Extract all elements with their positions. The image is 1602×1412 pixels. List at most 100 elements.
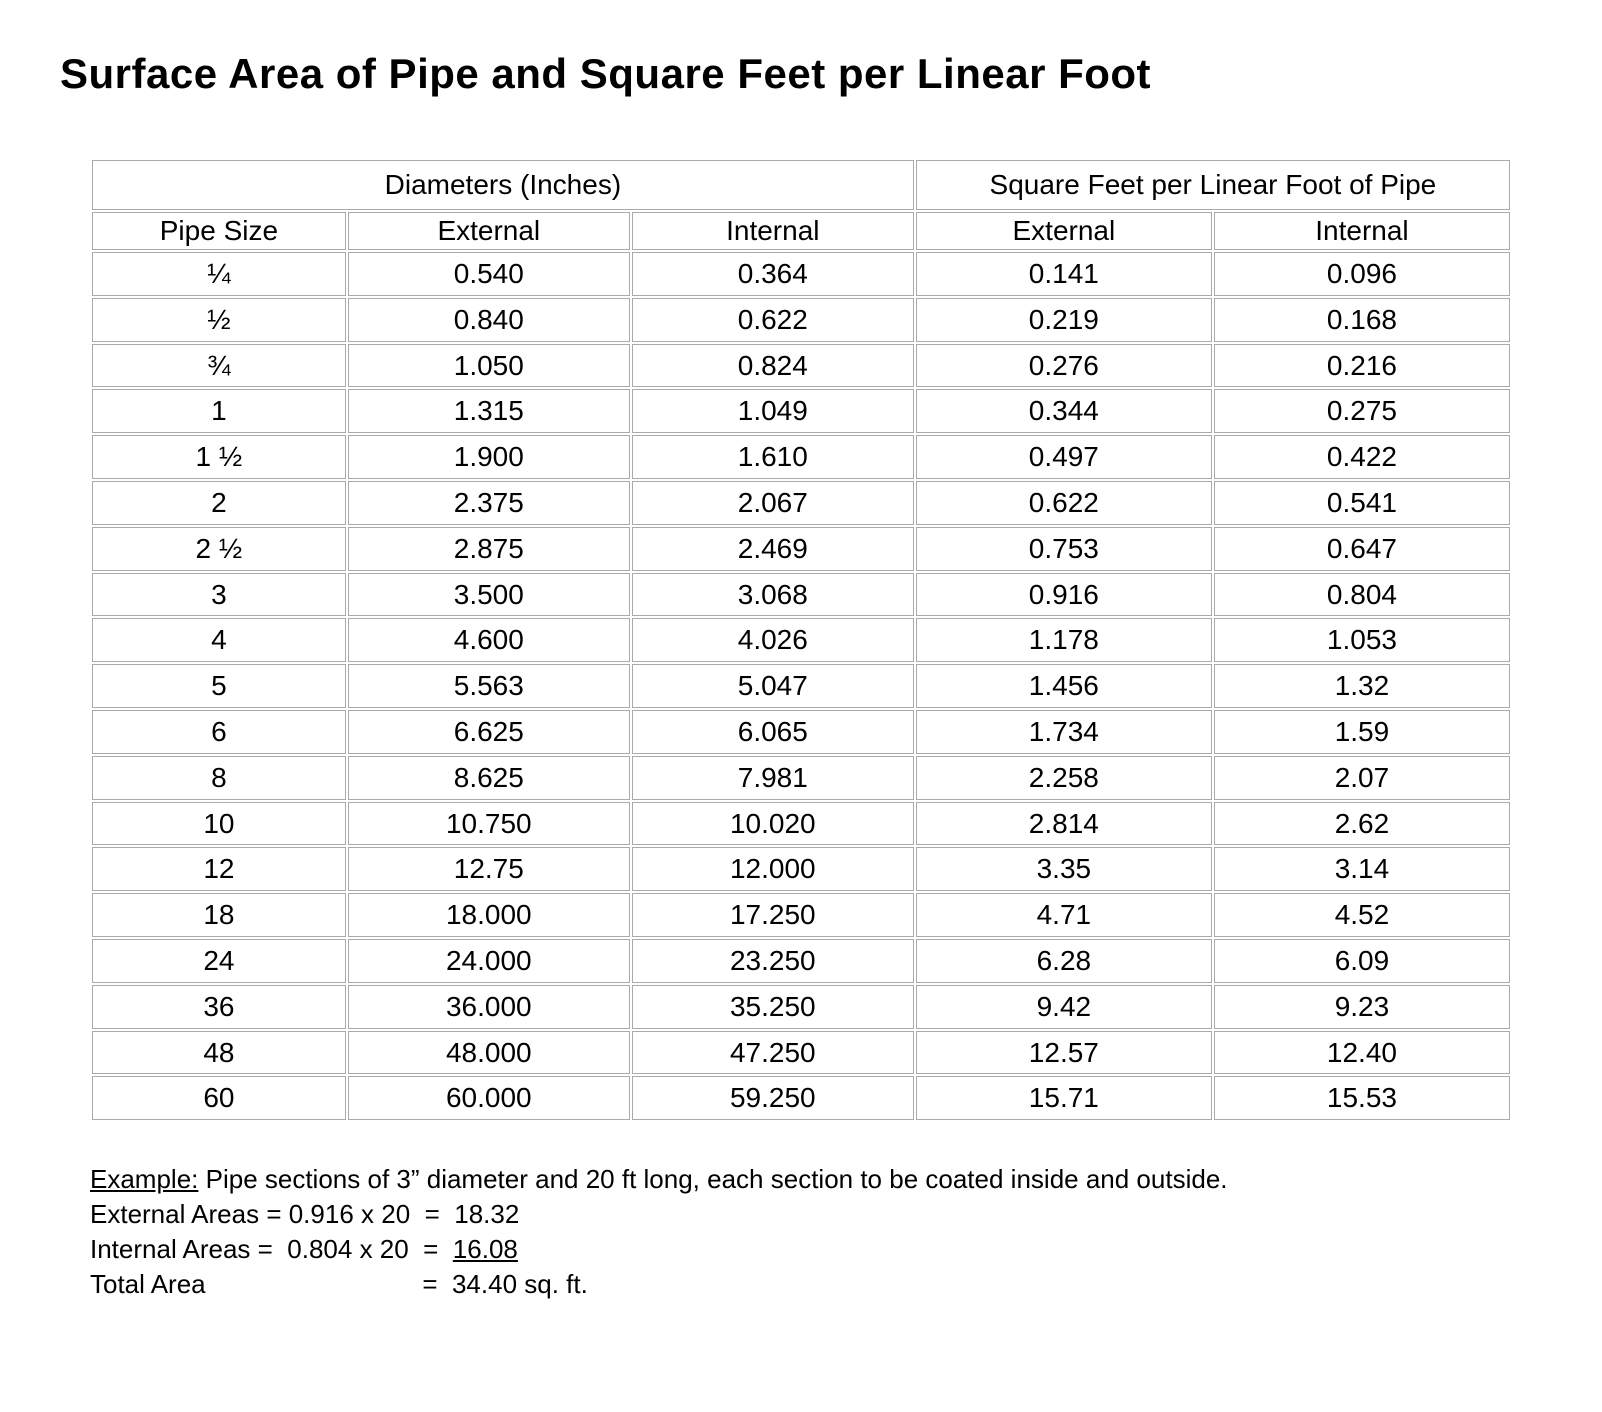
cell-d_int: 1.610 <box>632 435 914 479</box>
cell-d_int: 59.250 <box>632 1076 914 1120</box>
table-row: 1 ½1.9001.6100.4970.422 <box>92 435 1510 479</box>
cell-d_ext: 4.600 <box>348 618 630 662</box>
cell-d_int: 3.068 <box>632 573 914 617</box>
table-row: 3636.00035.2509.429.23 <box>92 985 1510 1029</box>
cell-s_int: 0.541 <box>1214 481 1510 525</box>
cell-pipe_size: 10 <box>92 802 346 846</box>
cell-d_int: 47.250 <box>632 1031 914 1075</box>
cell-pipe_size: 6 <box>92 710 346 754</box>
cell-s_ext: 2.814 <box>916 802 1212 846</box>
cell-d_int: 1.049 <box>632 389 914 433</box>
cell-s_int: 1.32 <box>1214 664 1510 708</box>
table-row: 55.5635.0471.4561.32 <box>92 664 1510 708</box>
cell-pipe_size: 36 <box>92 985 346 1029</box>
cell-s_int: 0.647 <box>1214 527 1510 571</box>
cell-s_ext: 0.622 <box>916 481 1212 525</box>
col-header-sqft-external: External <box>916 212 1212 250</box>
cell-d_ext: 0.540 <box>348 252 630 296</box>
table-row: 2 ½2.8752.4690.7530.647 <box>92 527 1510 571</box>
table-row: ¼0.5400.3640.1410.096 <box>92 252 1510 296</box>
cell-s_ext: 2.258 <box>916 756 1212 800</box>
example-label: Example: <box>90 1164 198 1194</box>
cell-s_ext: 15.71 <box>916 1076 1212 1120</box>
example-calc-right: 34.40 sq. ft. <box>452 1267 588 1302</box>
cell-s_ext: 4.71 <box>916 893 1212 937</box>
cell-d_ext: 36.000 <box>348 985 630 1029</box>
cell-s_ext: 1.734 <box>916 710 1212 754</box>
cell-s_ext: 1.178 <box>916 618 1212 662</box>
cell-d_ext: 1.900 <box>348 435 630 479</box>
cell-s_ext: 9.42 <box>916 985 1212 1029</box>
table-row: 33.5003.0680.9160.804 <box>92 573 1510 617</box>
cell-d_ext: 18.000 <box>348 893 630 937</box>
cell-s_ext: 12.57 <box>916 1031 1212 1075</box>
table-row: 66.6256.0651.7341.59 <box>92 710 1510 754</box>
example-intro-line: Example: Pipe sections of 3” diameter an… <box>90 1162 1512 1197</box>
cell-s_int: 0.168 <box>1214 298 1510 342</box>
cell-s_int: 0.275 <box>1214 389 1510 433</box>
cell-d_ext: 12.75 <box>348 847 630 891</box>
cell-s_int: 3.14 <box>1214 847 1510 891</box>
cell-s_ext: 0.276 <box>916 344 1212 388</box>
cell-s_int: 0.804 <box>1214 573 1510 617</box>
table-row: 22.3752.0670.6220.541 <box>92 481 1510 525</box>
cell-d_ext: 0.840 <box>348 298 630 342</box>
cell-pipe_size: 2 <box>92 481 346 525</box>
cell-d_ext: 24.000 <box>348 939 630 983</box>
cell-pipe_size: 48 <box>92 1031 346 1075</box>
cell-s_int: 9.23 <box>1214 985 1510 1029</box>
cell-d_ext: 5.563 <box>348 664 630 708</box>
group-header-sqft: Square Feet per Linear Foot of Pipe <box>916 160 1510 210</box>
example-calc-left: Total Area = <box>90 1267 452 1302</box>
page-title: Surface Area of Pipe and Square Feet per… <box>60 50 1542 98</box>
cell-d_ext: 10.750 <box>348 802 630 846</box>
table-row: 1212.7512.0003.353.14 <box>92 847 1510 891</box>
col-header-pipe-size: Pipe Size <box>92 212 346 250</box>
col-header-sqft-internal: Internal <box>1214 212 1510 250</box>
cell-s_ext: 0.753 <box>916 527 1212 571</box>
cell-s_ext: 0.497 <box>916 435 1212 479</box>
cell-d_ext: 1.050 <box>348 344 630 388</box>
cell-pipe_size: 18 <box>92 893 346 937</box>
cell-s_int: 1.053 <box>1214 618 1510 662</box>
table-group-header-row: Diameters (Inches) Square Feet per Linea… <box>92 160 1510 210</box>
cell-pipe_size: 3 <box>92 573 346 617</box>
cell-s_int: 0.096 <box>1214 252 1510 296</box>
cell-s_int: 2.07 <box>1214 756 1510 800</box>
cell-d_int: 6.065 <box>632 710 914 754</box>
example-calc-left: External Areas = 0.916 x 20 = <box>90 1197 454 1232</box>
cell-d_int: 10.020 <box>632 802 914 846</box>
cell-d_ext: 60.000 <box>348 1076 630 1120</box>
cell-d_ext: 2.875 <box>348 527 630 571</box>
cell-d_ext: 1.315 <box>348 389 630 433</box>
cell-pipe_size: 8 <box>92 756 346 800</box>
cell-d_int: 5.047 <box>632 664 914 708</box>
cell-s_int: 0.216 <box>1214 344 1510 388</box>
cell-s_int: 1.59 <box>1214 710 1510 754</box>
group-header-diameters: Diameters (Inches) <box>92 160 914 210</box>
cell-pipe_size: ¾ <box>92 344 346 388</box>
cell-s_int: 4.52 <box>1214 893 1510 937</box>
table-row: 1818.00017.2504.714.52 <box>92 893 1510 937</box>
cell-d_int: 0.824 <box>632 344 914 388</box>
cell-d_ext: 2.375 <box>348 481 630 525</box>
cell-s_ext: 6.28 <box>916 939 1212 983</box>
col-header-diam-external: External <box>348 212 630 250</box>
cell-d_ext: 6.625 <box>348 710 630 754</box>
cell-d_int: 4.026 <box>632 618 914 662</box>
example-calc-right: 18.32 <box>454 1197 519 1232</box>
table-column-header-row: Pipe Size External Internal External Int… <box>92 212 1510 250</box>
cell-pipe_size: 5 <box>92 664 346 708</box>
cell-d_int: 0.622 <box>632 298 914 342</box>
cell-d_ext: 8.625 <box>348 756 630 800</box>
cell-s_ext: 3.35 <box>916 847 1212 891</box>
example-calc-left: Internal Areas = 0.804 x 20 = <box>90 1232 453 1267</box>
table-row: ½0.8400.6220.2190.168 <box>92 298 1510 342</box>
cell-d_int: 0.364 <box>632 252 914 296</box>
table-row: 2424.00023.2506.286.09 <box>92 939 1510 983</box>
cell-s_ext: 0.141 <box>916 252 1212 296</box>
pipe-surface-area-table: Diameters (Inches) Square Feet per Linea… <box>90 158 1512 1122</box>
cell-pipe_size: 12 <box>92 847 346 891</box>
cell-d_ext: 48.000 <box>348 1031 630 1075</box>
cell-pipe_size: 2 ½ <box>92 527 346 571</box>
